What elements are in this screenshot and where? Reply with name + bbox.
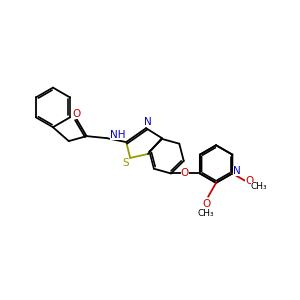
Text: O: O <box>245 176 254 186</box>
Text: CH₃: CH₃ <box>198 209 214 218</box>
Text: NH: NH <box>110 130 126 140</box>
Text: O: O <box>73 109 81 119</box>
Text: CH₃: CH₃ <box>251 182 267 191</box>
Text: N: N <box>233 167 241 176</box>
Text: O: O <box>202 199 210 209</box>
Text: S: S <box>122 158 128 168</box>
Text: O: O <box>181 169 189 178</box>
Text: N: N <box>144 117 152 127</box>
